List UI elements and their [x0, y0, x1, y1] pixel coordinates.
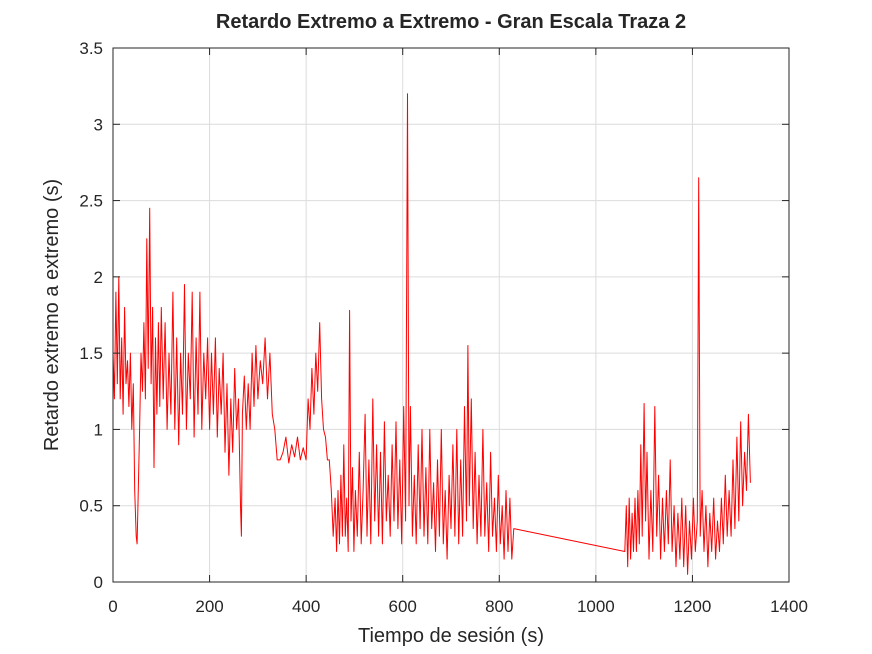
series-line	[112, 93, 751, 575]
chart-title: Retardo Extremo a Extremo - Gran Escala …	[216, 11, 686, 33]
x-tick-label: 0	[108, 597, 117, 616]
x-tick-label: 1400	[770, 597, 808, 616]
x-tick-label: 1200	[674, 597, 712, 616]
y-tick-label: 1	[94, 420, 103, 439]
y-tick-label: 0	[94, 573, 103, 592]
x-axis-label: Tiempo de sesión (s)	[358, 625, 544, 647]
y-tick-label: 2.5	[79, 192, 103, 211]
x-tick-labels: 0 200 400 600 800 1000 1200 1400	[108, 597, 808, 616]
plot-frame	[112, 47, 790, 583]
x-tick-label: 400	[292, 597, 320, 616]
y-axis-label: Retardo extremo a extremo (s)	[41, 179, 63, 451]
x-tick-label: 1000	[577, 597, 615, 616]
tick-marks	[112, 47, 790, 583]
x-tick-label: 800	[485, 597, 513, 616]
y-tick-label: 3.5	[79, 39, 103, 58]
y-tick-label: 3	[94, 115, 103, 134]
y-tick-label: 2	[94, 268, 103, 287]
y-tick-labels: 0 0.5 1 1.5 2 2.5 3 3.5	[79, 39, 103, 592]
x-tick-label: 200	[195, 597, 223, 616]
plot-area	[113, 48, 789, 582]
x-tick-label: 600	[389, 597, 417, 616]
series-layer	[112, 93, 751, 575]
y-tick-label: 0.5	[79, 497, 103, 516]
y-tick-label: 1.5	[79, 344, 103, 363]
